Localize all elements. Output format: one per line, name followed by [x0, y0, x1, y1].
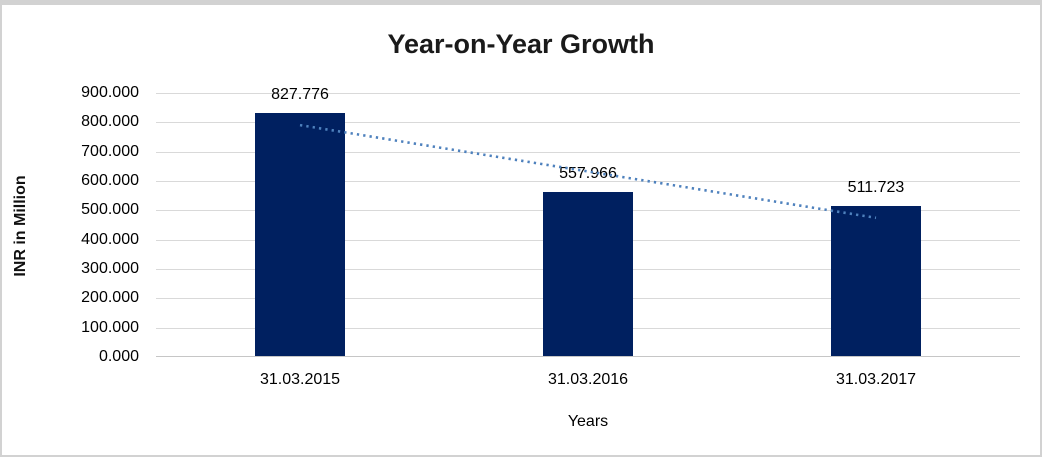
- gridline: [156, 122, 1020, 124]
- gridline: [156, 93, 1020, 94]
- y-tick-label: 700.000: [81, 142, 139, 160]
- bar: [255, 113, 345, 356]
- y-tick-label: 500.000: [81, 201, 139, 219]
- y-tick-label: 0.000: [98, 348, 139, 365]
- bar: [543, 192, 633, 356]
- bar: [831, 205, 921, 356]
- y-tick-label: 900.000: [81, 84, 139, 101]
- y-tick-label: 800.000: [81, 113, 139, 131]
- bar-data-label: 511.723: [847, 178, 905, 196]
- trendline-line: [299, 123, 877, 220]
- y-tick-label: 400.000: [81, 230, 139, 248]
- x-tick-label: 31.03.2017: [835, 371, 917, 388]
- y-tick-label: 600.000: [81, 172, 139, 189]
- x-tick-label: 31.03.2016: [547, 371, 629, 388]
- plot-area: 827.776 557.966 511.723: [156, 86, 1020, 357]
- y-tick-label: 100.000: [81, 318, 139, 336]
- trendline: [299, 123, 877, 220]
- chart-title: Year-on-Year Growth: [387, 29, 655, 59]
- x-tick-label: 31.03.2015: [259, 371, 341, 388]
- gridline: [156, 151, 1020, 153]
- y-tick-label: 200.000: [81, 289, 139, 307]
- gridline: [156, 181, 1020, 182]
- y-tick-label: 300.000: [81, 260, 139, 277]
- x-axis-title: Years: [567, 413, 609, 430]
- bar-data-label: 827.776: [271, 86, 329, 104]
